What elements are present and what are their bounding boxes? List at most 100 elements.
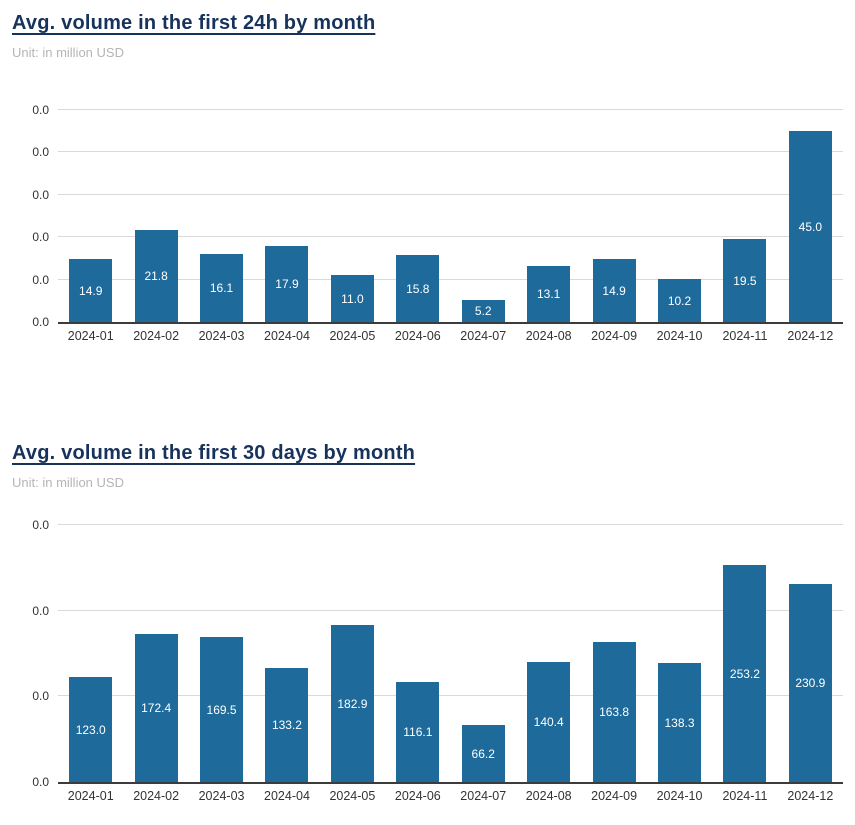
x-tick-label: 2024-02 xyxy=(133,329,180,343)
bar-2024-08: 140.4 xyxy=(527,662,571,782)
bar-2024-11: 253.2 xyxy=(723,565,767,782)
x-tick-label: 2024-07 xyxy=(460,789,507,803)
y-tick-label: 0.0 xyxy=(32,102,49,117)
bar-value-label: 45.0 xyxy=(798,219,823,234)
bar-2024-09: 14.9 xyxy=(592,259,636,322)
bar-value-label: 21.8 xyxy=(144,269,168,283)
bar-value-label: 133.2 xyxy=(271,718,302,732)
bar-value-label: 13.1 xyxy=(536,287,561,301)
bar-slot: 163.8 xyxy=(581,514,646,782)
bar-slot: 169.5 xyxy=(189,514,254,782)
bar-slot: 19.5 xyxy=(712,95,777,322)
bar-value-label: 11.0 xyxy=(341,291,364,306)
bar-2024-01: 123.0 xyxy=(69,677,113,782)
y-tick-label: 0.0 xyxy=(32,603,49,618)
bar-slot: 16.1 xyxy=(189,95,254,322)
x-tick-label: 2024-05 xyxy=(329,789,376,803)
x-tick-label: 2024-02 xyxy=(133,789,180,803)
x-tick-label: 2024-04 xyxy=(264,329,310,343)
chart-section-24h: Avg. volume in the first 24h by month Un… xyxy=(12,10,843,343)
x-tick-label: 2024-06 xyxy=(394,329,441,343)
x-tick-label: 2024-08 xyxy=(525,789,572,803)
bar-value-label: 138.3 xyxy=(664,715,695,730)
bar-2024-06: 15.8 xyxy=(396,255,440,322)
bar-2024-06: 116.1 xyxy=(396,682,440,782)
plot-area: 0.0 0.0 0.0 0.0 123.0 172.4 169.5 133.2 182.9 116… xyxy=(32,514,843,789)
chart-subtitle-24h: Unit: in million USD xyxy=(12,45,124,60)
x-axis-labels: 2024-01 2024-02 2024-03 2024-04 2024-05 2024-… xyxy=(58,789,843,803)
bar-value-label: 230.9 xyxy=(795,676,826,690)
bar-value-label: 14.9 xyxy=(602,283,626,298)
bar-slot: 21.8 xyxy=(123,95,188,322)
bar-value-label: 253.2 xyxy=(729,666,760,681)
bar-2024-09: 163.8 xyxy=(592,642,636,782)
bar-slot: 14.9 xyxy=(58,95,123,322)
bar-slot: 45.0 xyxy=(778,95,843,322)
bar-2024-03: 169.5 xyxy=(200,637,244,782)
bar-2024-04: 17.9 xyxy=(265,246,309,322)
gridline: 0.0 xyxy=(32,230,843,244)
x-tick-label: 2024-04 xyxy=(264,789,310,803)
bar-2024-02: 172.4 xyxy=(134,634,178,782)
gridline: 0.0 xyxy=(32,273,843,287)
bar-2024-07: 5.2 xyxy=(461,300,505,322)
chart-title-24h[interactable]: Avg. volume in the first 24h by month xyxy=(12,12,376,34)
bar-2024-07: 66.2 xyxy=(461,725,505,782)
x-tick-label: 2024-11 xyxy=(722,329,768,343)
gridline: 0.0 xyxy=(32,145,843,159)
y-tick-label: 0.0 xyxy=(32,230,49,245)
bar-value-label: 17.9 xyxy=(275,277,299,291)
bar-value-label: 116.1 xyxy=(403,725,433,739)
x-tick-label: 2024-05 xyxy=(329,329,376,343)
gridline: 0.0 xyxy=(32,103,843,117)
bar-slot: 13.1 xyxy=(516,95,581,322)
x-tick-label: 2024-09 xyxy=(591,329,638,343)
x-axis-labels: 2024-01 2024-02 2024-03 2024-04 2024-05 2024-… xyxy=(58,329,843,343)
gridline: 0.0 xyxy=(32,689,843,703)
x-tick-label: 2024-01 xyxy=(67,329,114,343)
x-tick-label: 2024-08 xyxy=(525,329,572,343)
bar-chart-30d: 0.0 0.0 0.0 0.0 123.0 172.4 169.5 133.2 182.9 116… xyxy=(12,514,843,803)
bar-slot: 140.4 xyxy=(516,514,581,782)
bar-value-label: 10.2 xyxy=(667,293,692,308)
bar-slot: 133.2 xyxy=(254,514,319,782)
chart-title-30d[interactable]: Avg. volume in the first 30 days by mont… xyxy=(12,442,416,464)
bar-2024-11: 19.5 xyxy=(723,239,767,322)
x-tick-label: 2024-12 xyxy=(787,789,834,803)
x-tick-label: 2024-10 xyxy=(656,789,703,803)
bar-value-label: 123.0 xyxy=(75,722,106,737)
y-tick-label: 0.0 xyxy=(32,775,49,789)
bar-slot: 138.3 xyxy=(647,514,712,782)
bar-2024-08: 13.1 xyxy=(527,266,571,322)
bar-2024-05: 11.0 xyxy=(330,275,374,322)
chart-subtitle-30d: Unit: in million USD xyxy=(12,475,124,490)
y-tick-label: 0.0 xyxy=(32,689,49,704)
bar-2024-10: 138.3 xyxy=(658,663,701,782)
x-tick-label: 2024-10 xyxy=(656,329,703,343)
x-tick-label: 2024-11 xyxy=(722,789,768,803)
bar-slot: 123.0 xyxy=(58,514,123,782)
x-tick-label: 2024-09 xyxy=(591,789,638,803)
y-tick-label: 0.0 xyxy=(32,187,49,202)
x-tick-label: 2024-01 xyxy=(67,789,114,803)
x-tick-label: 2024-06 xyxy=(394,789,441,803)
bar-value-label: 182.9 xyxy=(337,696,368,711)
bar-slot: 17.9 xyxy=(254,95,319,322)
y-tick-label: 0.0 xyxy=(32,145,49,160)
bar-2024-12: 230.9 xyxy=(788,584,832,782)
bar-slot: 11.0 xyxy=(320,95,385,322)
y-tick-label: 0.0 xyxy=(32,315,49,329)
chart-section-30d: Avg. volume in the first 30 days by mont… xyxy=(12,440,843,803)
report-page: Avg. volume in the first 24h by month Un… xyxy=(12,10,843,803)
bar-value-label: 140.4 xyxy=(533,715,564,729)
plot-area: 0.0 0.0 0.0 0.0 0.0 0.0 14.9 21.8 16.1 17.9 11.0 15… xyxy=(32,95,843,329)
bar-2024-05: 182.9 xyxy=(330,625,374,782)
bar-value-label: 19.5 xyxy=(733,273,757,288)
bar-slot: 15.8 xyxy=(385,95,450,322)
gridline: 0.0 xyxy=(32,188,843,202)
bar-slot: 10.2 xyxy=(647,95,712,322)
bar-value-label: 169.5 xyxy=(206,702,237,717)
bars-layer: 123.0 172.4 169.5 133.2 182.9 116.1 66.2 140.4 1… xyxy=(58,514,843,782)
bar-2024-01: 14.9 xyxy=(69,259,113,322)
bar-slot: 5.2 xyxy=(451,95,516,322)
